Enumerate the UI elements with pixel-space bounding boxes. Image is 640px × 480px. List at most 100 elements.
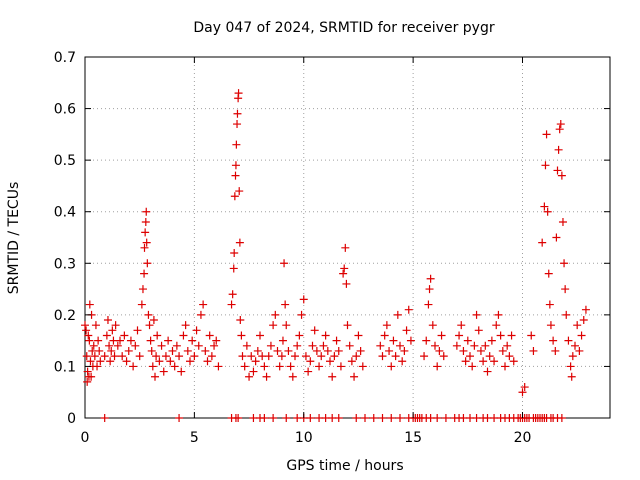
- plot-frame: [84, 56, 611, 419]
- data-point: [278, 336, 287, 345]
- data-point: [113, 341, 122, 350]
- data-point: [81, 321, 89, 330]
- data-point: [264, 352, 273, 361]
- data-point: [393, 310, 402, 319]
- data-point: [240, 362, 249, 371]
- data-point: [487, 336, 496, 345]
- data-point: [149, 316, 158, 325]
- data-point: [281, 300, 290, 309]
- data-point: [266, 341, 275, 350]
- data-point: [146, 336, 155, 345]
- data-point: [179, 331, 188, 340]
- data-point: [93, 362, 102, 371]
- data-point: [541, 161, 550, 170]
- data-point: [485, 352, 494, 361]
- data-point: [229, 264, 238, 273]
- x-tick-label: 15: [404, 430, 422, 446]
- data-point: [317, 352, 326, 361]
- data-point: [159, 367, 168, 376]
- data-point: [556, 120, 565, 129]
- data-point: [90, 352, 99, 361]
- data-point: [507, 331, 516, 340]
- data-point: [538, 238, 547, 247]
- zero-data-point: [234, 414, 243, 422]
- data-point: [422, 336, 431, 345]
- data-point: [332, 336, 341, 345]
- data-point: [437, 331, 446, 340]
- data-point: [380, 331, 389, 340]
- data-point: [181, 321, 190, 330]
- data-point: [196, 310, 205, 319]
- data-point: [558, 218, 567, 227]
- data-point: [102, 331, 111, 340]
- data-point: [152, 352, 161, 361]
- data-point: [520, 383, 529, 392]
- data-point: [91, 321, 100, 330]
- y-axis-title: SRMTID / TECUs: [6, 182, 22, 295]
- data-point: [82, 326, 91, 335]
- data-point: [280, 259, 289, 268]
- data-point: [581, 305, 590, 314]
- chart-title: Day 047 of 2024, SRMTID for receiver pyg…: [193, 20, 494, 36]
- data-point: [118, 352, 127, 361]
- data-point: [310, 326, 319, 335]
- data-point: [85, 300, 94, 309]
- data-point: [518, 388, 527, 397]
- data-point: [557, 171, 566, 180]
- data-point: [330, 352, 339, 361]
- data-point: [568, 352, 577, 361]
- zero-data-point: [269, 414, 278, 422]
- data-point: [227, 300, 236, 309]
- data-point: [100, 352, 109, 361]
- data-point: [88, 346, 97, 355]
- data-point: [509, 357, 518, 366]
- data-point: [144, 310, 153, 319]
- data-point: [190, 352, 199, 361]
- data-point: [545, 300, 554, 309]
- data-point: [299, 295, 308, 304]
- data-point: [340, 264, 349, 273]
- data-point: [439, 352, 448, 361]
- data-point: [304, 367, 313, 376]
- data-point: [579, 316, 588, 325]
- data-point: [262, 372, 271, 381]
- data-point: [562, 310, 571, 319]
- data-point: [328, 372, 337, 381]
- data-point: [155, 357, 164, 366]
- data-point: [542, 130, 551, 139]
- data-point: [277, 352, 286, 361]
- data-point: [431, 341, 439, 350]
- zero-data-point: [441, 414, 450, 422]
- data-point: [235, 187, 244, 196]
- data-point: [168, 346, 177, 355]
- zero-data-point: [369, 414, 378, 422]
- data-point: [406, 336, 415, 345]
- data-point: [133, 326, 142, 335]
- data-point: [141, 228, 150, 237]
- data-point: [230, 192, 239, 201]
- data-point: [350, 372, 359, 381]
- data-point: [426, 274, 435, 283]
- data-point: [201, 346, 210, 355]
- data-point: [260, 362, 269, 371]
- data-point: [457, 321, 466, 330]
- data-point: [116, 336, 124, 345]
- data-point: [297, 310, 306, 319]
- data-point: [561, 285, 570, 294]
- data-point: [110, 352, 119, 361]
- data-point: [141, 218, 150, 227]
- data-point: [86, 357, 95, 366]
- data-point: [103, 316, 112, 325]
- data-point: [235, 238, 244, 247]
- data-point: [148, 362, 157, 371]
- data-point: [468, 362, 477, 371]
- data-point: [232, 140, 241, 149]
- x-tick-label: 10: [295, 430, 313, 446]
- data-point: [424, 300, 433, 309]
- data-point: [135, 352, 144, 361]
- zero-data-point: [334, 414, 343, 422]
- data-point: [435, 346, 444, 355]
- data-point: [170, 362, 179, 371]
- data-point: [122, 357, 131, 366]
